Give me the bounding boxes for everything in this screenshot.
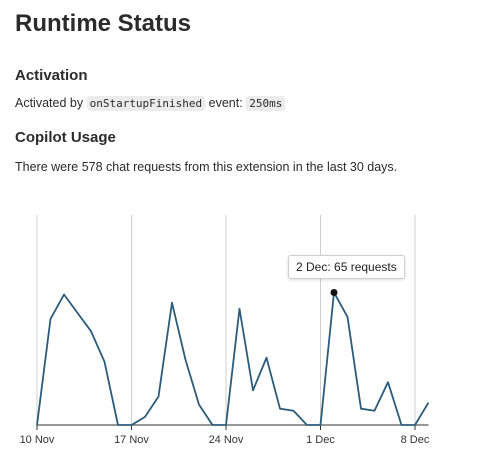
data-point[interactable] [343,312,353,322]
data-point[interactable] [383,377,393,387]
data-point[interactable] [397,420,407,430]
data-point[interactable] [221,420,231,430]
data-point[interactable] [370,406,380,416]
data-point[interactable] [208,420,218,430]
data-point[interactable] [140,412,150,422]
data-point[interactable] [289,406,299,416]
x-tick-label: 8 Dec [401,434,430,446]
data-point[interactable] [59,290,69,300]
data-point[interactable] [235,304,245,314]
series-line [36,291,430,426]
activation-duration: 250ms [246,96,286,111]
data-point[interactable] [424,398,434,408]
data-point[interactable] [356,404,366,414]
x-tick-label: 10 Nov [20,434,55,446]
data-point[interactable] [181,355,191,365]
data-point[interactable] [154,391,164,401]
x-tick-label: 1 Dec [306,434,335,446]
copilot-usage-heading: Copilot Usage [15,129,116,146]
data-point[interactable] [262,353,272,363]
activation-event-label: event: [208,96,243,110]
data-point[interactable] [100,357,110,367]
data-point[interactable] [73,308,83,318]
data-point[interactable] [46,314,56,324]
data-point[interactable] [194,400,204,410]
data-point[interactable] [410,420,420,430]
data-point[interactable] [329,287,339,297]
data-point[interactable] [127,420,137,430]
activation-prefix: Activated by [15,96,84,110]
x-tick-label: 24 Nov [209,434,244,446]
x-tick-label: 17 Nov [114,434,149,446]
data-point[interactable] [302,420,312,430]
activation-details: Activated by onStartupFinished event: 25… [15,96,286,111]
data-point[interactable] [32,420,42,430]
data-point[interactable] [316,420,326,430]
data-point[interactable] [113,420,123,430]
data-point[interactable] [275,404,285,414]
copilot-usage-summary: There were 578 chat requests from this e… [15,160,398,174]
page-title: Runtime Status [15,10,192,37]
data-point[interactable] [167,298,177,308]
data-point[interactable] [248,385,258,395]
chart-tooltip: 2 Dec: 65 requests [288,255,405,279]
activation-heading: Activation [15,67,88,84]
data-point[interactable] [86,326,96,336]
activation-event-code: onStartupFinished [86,96,206,111]
